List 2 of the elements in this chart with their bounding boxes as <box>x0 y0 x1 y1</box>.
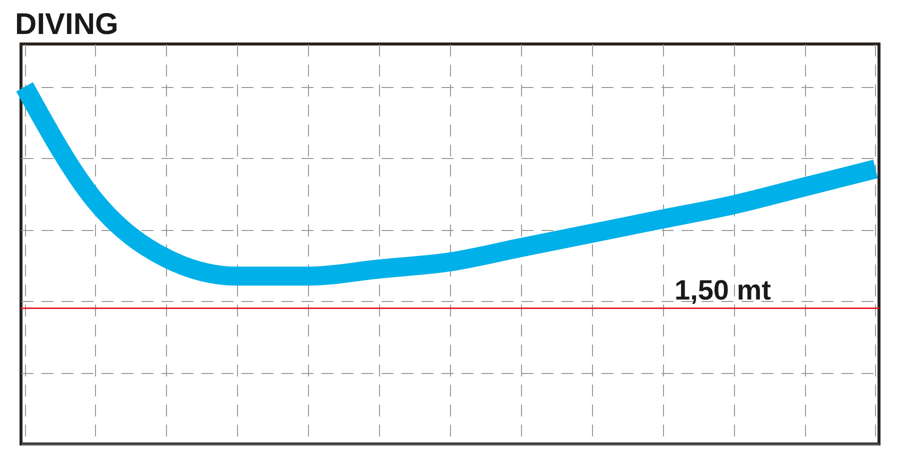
chart-title: DIVING <box>15 8 118 41</box>
ref-line-label: 1,50 mt <box>674 274 771 306</box>
